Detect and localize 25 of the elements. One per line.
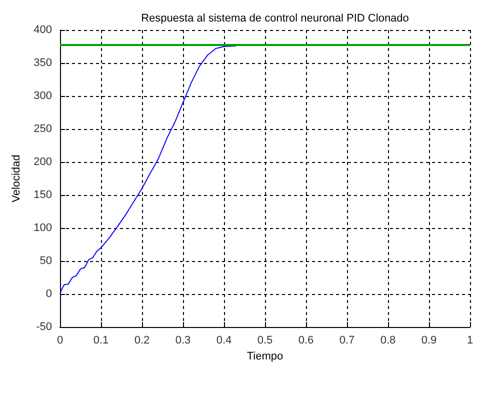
x-tick-label: 0.7 (339, 334, 355, 346)
line-series (60, 45, 237, 294)
x-tick-label: 0.4 (216, 334, 232, 346)
y-tick-label: 150 (34, 189, 52, 201)
x-axis-title: Tiempo (246, 350, 284, 362)
x-tick-label: 0 (56, 334, 64, 346)
x-tick-label: 0.1 (93, 334, 109, 346)
x-tick-label: 0.8 (380, 334, 396, 346)
y-tick-label: 100 (34, 222, 52, 234)
x-tick-label: 0.5 (257, 334, 273, 346)
chart-title: Respuesta al sistema de control neuronal PID Clonado (141, 12, 409, 24)
x-tick-label: 0.9 (421, 334, 437, 346)
y-tick-label: 0 (46, 288, 52, 300)
y-axis-title: Velocidad (10, 154, 22, 202)
x-tick-label: 0.2 (134, 334, 150, 346)
y-tick-label: 350 (34, 57, 52, 69)
x-tick-label: 0.3 (175, 334, 191, 346)
y-tick-label: 50 (40, 255, 52, 267)
x-tick-label: 0.6 (298, 334, 314, 346)
y-tick-label: 200 (34, 156, 52, 168)
y-tick-label: 250 (34, 123, 52, 135)
y-tick-label: 300 (34, 90, 52, 102)
y-tick-label: 400 (34, 24, 52, 36)
y-tick-label: -50 (36, 321, 52, 333)
x-tick-label: 1 (466, 334, 474, 346)
